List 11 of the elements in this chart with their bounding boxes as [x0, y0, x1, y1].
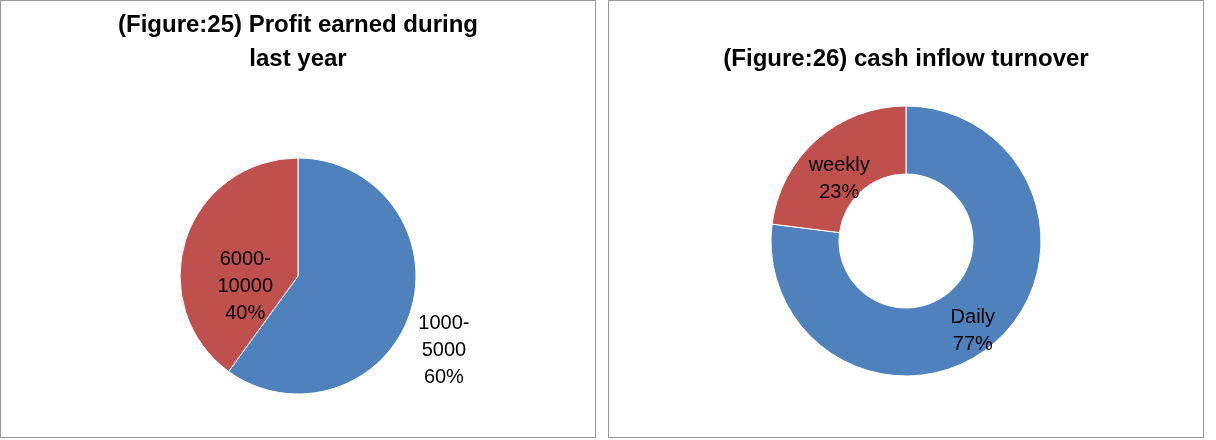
slice-label: 1000-5000	[418, 311, 470, 361]
data-label: 23%	[819, 180, 860, 203]
chart-title: (Figure:25) Profit earned during last year	[117, 10, 479, 71]
data-label: 77%	[952, 331, 994, 354]
slice-label: weekly	[807, 153, 870, 176]
donut-slice	[770, 105, 1042, 377]
data-label: 60%	[423, 365, 465, 388]
data-label: 40%	[225, 300, 266, 323]
chart-title: (Figure:26) cash inflow turnover	[723, 44, 1089, 71]
slice-label: Daily	[950, 304, 996, 327]
slice-label: 6000-10000	[217, 246, 274, 296]
